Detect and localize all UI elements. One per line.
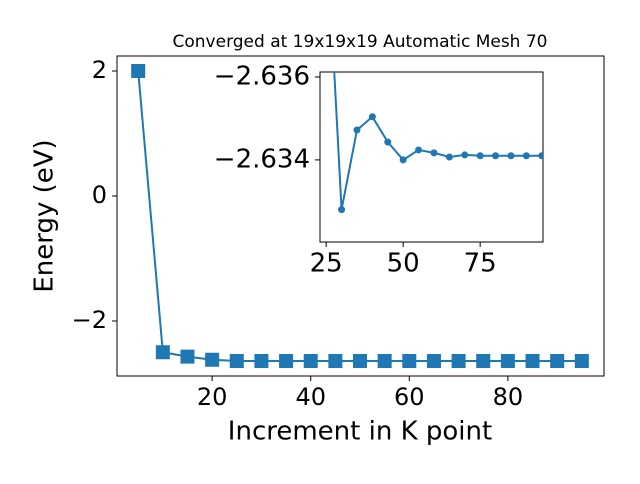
y-tick-label: −2.634 [214, 144, 310, 174]
data-point [430, 149, 438, 157]
plot-content [131, 64, 589, 368]
data-point [254, 354, 269, 368]
plot-content [333, 72, 543, 214]
data-point [538, 152, 543, 160]
data-point [451, 354, 466, 368]
data-point [525, 354, 540, 368]
data-point [205, 352, 220, 367]
data-point [492, 152, 500, 160]
x-tick-label: 40 [295, 383, 326, 411]
y-tick-label: −2 [72, 306, 107, 334]
x-tick-label: 50 [387, 249, 420, 279]
data-point [180, 349, 195, 364]
data-point [550, 354, 565, 368]
data-point [402, 354, 417, 368]
data-point [131, 64, 146, 78]
data-point [522, 152, 530, 160]
data-point [229, 354, 244, 368]
data-point [426, 354, 441, 368]
data-point [338, 206, 346, 214]
plot-area [319, 71, 544, 243]
x-tick-label: 60 [394, 383, 425, 411]
y-tick-label: 0 [92, 181, 107, 209]
data-point [574, 354, 589, 368]
data-point [415, 146, 423, 154]
x-tick-label: 80 [493, 383, 524, 411]
data-point [328, 354, 343, 368]
x-tick-label: 75 [464, 249, 497, 279]
y-tick-label: −2.636 [214, 61, 310, 91]
x-tick-label: 20 [197, 383, 228, 411]
data-point [353, 354, 368, 368]
data-point [461, 151, 469, 159]
data-point [303, 354, 318, 368]
data-point [399, 156, 407, 164]
data-point [445, 153, 453, 161]
data-point [476, 152, 484, 160]
data-point [500, 354, 515, 368]
data-point [368, 113, 376, 121]
y-axis-label: Energy (eV) [30, 139, 60, 292]
data-point [155, 345, 170, 360]
x-axis-label: Increment in K point [228, 417, 492, 447]
data-point [377, 354, 392, 368]
chart-title: Converged at 19x19x19 Automatic Mesh 70 [173, 32, 548, 52]
x-tick-label: 25 [310, 249, 343, 279]
data-point [353, 126, 361, 134]
y-tick-label: 2 [92, 56, 107, 84]
data-point [476, 354, 491, 368]
data-point [384, 138, 392, 146]
data-point [279, 354, 294, 368]
data-point [507, 152, 515, 160]
